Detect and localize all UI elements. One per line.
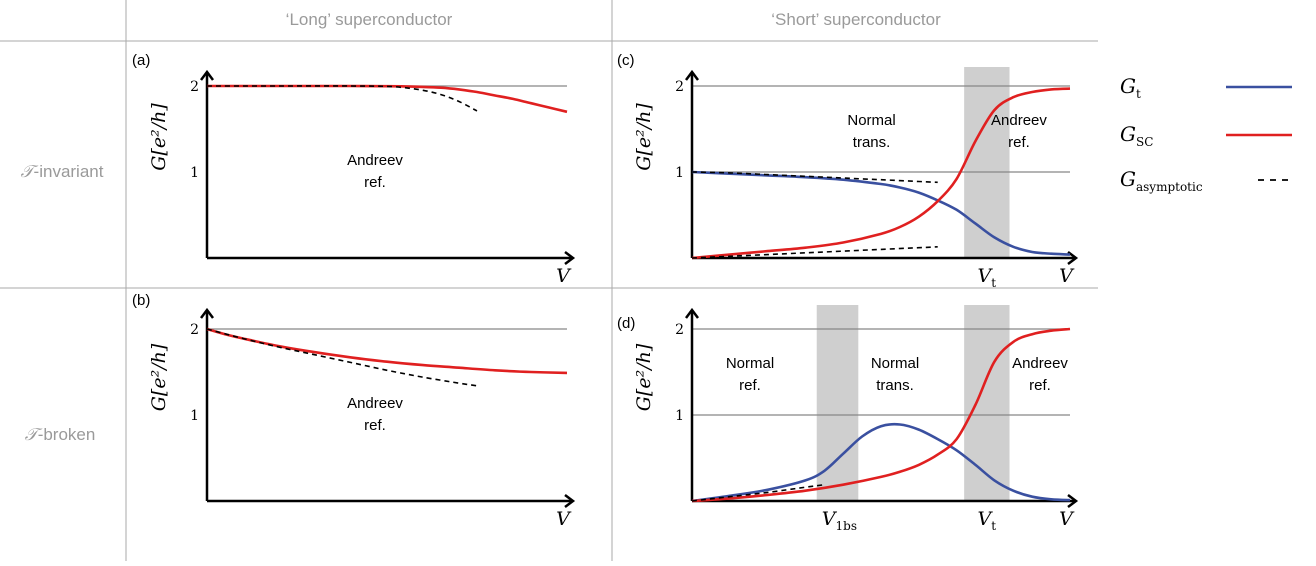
x-tick-label-t: Vt <box>978 265 997 290</box>
row-header-invariant: 𝒯-invariant <box>21 162 104 182</box>
y-tick-label: 1 <box>190 408 199 424</box>
region-label-line1: Normal <box>726 355 774 372</box>
region-label-line1: Normal <box>871 355 919 372</box>
y-tick-label: 2 <box>190 79 199 95</box>
panels: (a) 1 2 G[e²/h] V Andreev ref. (b) 1 2 G[e²/h] V And… <box>132 52 1079 533</box>
region-label: Andreev ref. <box>347 152 403 191</box>
region-label-line2: ref. <box>1008 134 1030 151</box>
x-axis-label: V <box>1059 508 1075 530</box>
y-axis-label: G[e²/h] <box>633 343 655 411</box>
panel-label: (d) <box>617 315 635 332</box>
y-tick-label: 2 <box>675 79 684 95</box>
region-label: Andreev ref. <box>347 395 403 434</box>
region-label-line2: ref. <box>739 377 761 394</box>
panel-b: (b) 1 2 G[e²/h] V Andreev ref. <box>132 292 576 530</box>
x-tick-label-t-main: V <box>978 265 994 287</box>
y-tick-label: 2 <box>190 322 199 338</box>
series-GSC-curve <box>206 327 568 375</box>
series-Gt-curve <box>691 170 1071 256</box>
x-axis-arrow <box>564 494 576 508</box>
legend-label-t: Gt <box>1120 74 1141 101</box>
region-label-line2: trans. <box>853 134 891 151</box>
row-header-broken-text: -broken <box>38 425 96 444</box>
row-header-invariant-text: -invariant <box>34 162 104 181</box>
series-Gt-curve <box>691 422 1071 503</box>
series-asym-curve <box>206 85 478 112</box>
x-tick-label-1bs-main: V <box>822 508 838 530</box>
shaded-band <box>816 305 859 501</box>
x-axis-label: V <box>1059 265 1075 287</box>
shaded-band <box>964 67 1010 258</box>
legend-label-asymptotic-sub: asymptotic <box>1136 180 1203 194</box>
region-label-line2: ref. <box>1029 377 1051 394</box>
region-label-line1: Andreev <box>1012 355 1068 372</box>
region-label-line2: trans. <box>876 377 914 394</box>
legend-label-asymptotic: Gasymptotic <box>1120 167 1203 194</box>
series-asym-curve <box>691 483 825 502</box>
region-label: Andreev ref. <box>991 112 1047 151</box>
y-axis-label: G[e²/h] <box>633 103 655 171</box>
y-tick-label: 1 <box>675 408 684 424</box>
panel-label: (a) <box>132 52 150 69</box>
series-GSC-curve <box>206 84 568 114</box>
x-tick-label-1bs-sub: 1bs <box>836 519 857 533</box>
y-axis-label: G[e²/h] <box>148 103 170 171</box>
y-axis-arrow <box>200 69 214 81</box>
region-label-line1: Andreev <box>347 395 403 412</box>
legend-label-SC: GSC <box>1120 122 1153 149</box>
series-asym-curve <box>691 246 938 259</box>
series-asym-curve <box>206 328 478 387</box>
legend-label-SC-main: G <box>1120 122 1136 146</box>
region-label-line2: ref. <box>364 174 386 191</box>
x-axis-arrow <box>1067 494 1079 508</box>
x-tick-label-t-sub: t <box>991 519 996 533</box>
panel-label: (b) <box>132 292 150 309</box>
x-axis-label: V <box>556 508 572 530</box>
panel-a: (a) 1 2 G[e²/h] V Andreev ref. <box>132 52 576 287</box>
y-axis-arrow <box>200 307 214 319</box>
panel-label: (c) <box>617 52 635 69</box>
region-label-line1: Andreev <box>347 152 403 169</box>
y-axis-label: G[e²/h] <box>148 343 170 411</box>
legend-label-t-sub: t <box>1136 87 1141 101</box>
region-label-line1: Andreev <box>991 112 1047 129</box>
y-axis-arrow <box>685 69 699 81</box>
legend-label-t-main: G <box>1120 74 1136 98</box>
row-header-broken: 𝒯-broken <box>25 425 96 445</box>
region-label-line1: Normal <box>847 112 895 129</box>
shaded-band <box>964 305 1010 501</box>
x-axis-label: V <box>556 265 572 287</box>
legend-label-asymptotic-main: G <box>1120 167 1136 191</box>
x-tick-label-t: Vt <box>978 508 997 533</box>
y-tick-label: 2 <box>675 322 684 338</box>
series-GSC-curve <box>691 87 1071 260</box>
x-tick-label-t-sub: t <box>991 276 996 290</box>
column-header-long: ‘Long’ superconductor <box>286 10 453 29</box>
series-asym-curve <box>691 171 938 184</box>
y-tick-label: 1 <box>190 165 199 181</box>
x-axis-arrow <box>564 251 576 265</box>
series-GSC-curve <box>691 327 1071 503</box>
region-label: Andreev ref. <box>1012 355 1068 394</box>
column-header-short: ‘Short’ superconductor <box>771 10 941 29</box>
region-label-line2: ref. <box>364 417 386 434</box>
y-tick-label: 1 <box>675 165 684 181</box>
x-tick-label-t-main: V <box>978 508 994 530</box>
region-label: Normal trans. <box>847 112 895 151</box>
y-axis-arrow <box>685 307 699 319</box>
x-tick-label-1bs: V1bs <box>822 508 857 533</box>
legend-label-SC-sub: SC <box>1136 135 1153 149</box>
region-label: Normal ref. <box>726 355 774 394</box>
region-label: Normal trans. <box>871 355 919 394</box>
x-axis-arrow <box>1067 251 1079 265</box>
